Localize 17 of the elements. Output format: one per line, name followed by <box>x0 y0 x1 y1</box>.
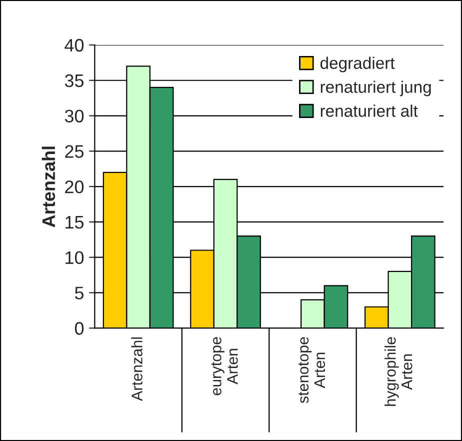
y-tick-label: 30 <box>64 110 84 122</box>
y-tick-label: 0 <box>74 322 84 335</box>
x-tick-label: stenotope Arten <box>298 337 326 404</box>
y-tick-label: 5 <box>74 286 84 300</box>
y-tick-label: 10 <box>66 251 84 264</box>
x-tick-label: hygrophile Arten <box>384 337 412 406</box>
y-tick-label: 25 <box>65 145 84 158</box>
x-tick-label: eurytope Arten <box>211 337 238 396</box>
legend-label: renaturiert alt <box>320 104 418 117</box>
y-tick-label: 15 <box>66 216 84 229</box>
y-tick-label: 40 <box>64 38 84 52</box>
y-tick-label: 20 <box>65 180 84 194</box>
legend-label: degradiert <box>320 56 395 72</box>
y-tick-label: 35 <box>64 74 84 88</box>
y-axis-title: Artenzahl <box>42 146 56 228</box>
legend-label: renaturiert jung <box>320 80 431 96</box>
x-tick-label: Artenzahl <box>131 337 142 401</box>
